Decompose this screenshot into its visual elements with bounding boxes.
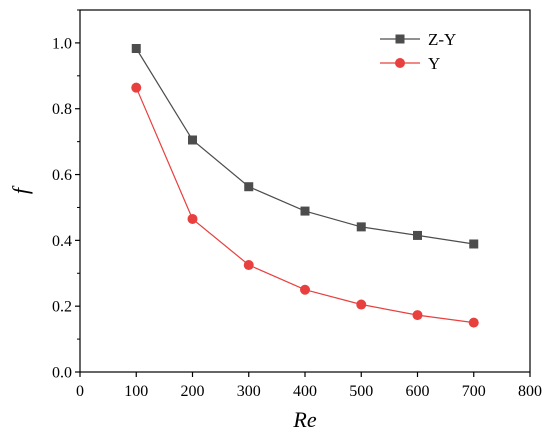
data-point-y bbox=[300, 284, 310, 295]
y-tick-label: 0.4 bbox=[52, 233, 72, 250]
x-tick-label: 400 bbox=[293, 383, 317, 400]
data-point-z-y bbox=[356, 222, 366, 232]
x-tick-label: 0 bbox=[76, 383, 84, 400]
data-point-z-y bbox=[244, 182, 254, 192]
y-tick-label: 0.2 bbox=[52, 299, 72, 316]
x-tick-label: 700 bbox=[462, 383, 486, 400]
data-point-y bbox=[412, 310, 423, 321]
x-tick-label: 200 bbox=[181, 383, 205, 400]
x-tick-label: 800 bbox=[518, 383, 542, 400]
data-point-z-y bbox=[469, 239, 479, 249]
data-point-y bbox=[131, 82, 142, 93]
legend-label-z-y: Z-Y bbox=[428, 30, 456, 49]
plot-area-frame bbox=[79, 9, 531, 373]
data-point-z-y bbox=[300, 206, 310, 216]
y-tick-label: 0.0 bbox=[52, 365, 72, 382]
chart-series bbox=[131, 44, 479, 328]
data-point-y bbox=[468, 317, 479, 328]
data-point-y bbox=[356, 299, 367, 310]
data-point-z-y bbox=[188, 135, 197, 145]
x-tick-label: 300 bbox=[237, 383, 261, 400]
data-point-z-y bbox=[131, 44, 141, 54]
x-axis-label: Re bbox=[292, 407, 316, 432]
legend-marker-y bbox=[395, 58, 405, 68]
axis-ticks: 0 100 200 300 400 500 600 700 800 0.0 0.2 0.4 0.6 0.8… bbox=[52, 9, 542, 400]
x-tick-label: 100 bbox=[124, 383, 148, 400]
legend-marker-z-y bbox=[395, 34, 405, 44]
legend: Z-Y Y bbox=[380, 30, 456, 73]
data-point-y bbox=[187, 213, 198, 224]
data-point-y bbox=[243, 260, 254, 271]
y-tick-label: 1.0 bbox=[52, 35, 72, 52]
x-tick-label: 600 bbox=[406, 383, 430, 400]
legend-label-y: Y bbox=[428, 54, 440, 73]
y-tick-label: 0.8 bbox=[52, 101, 72, 118]
data-point-z-y bbox=[413, 230, 422, 240]
y-tick-label: 0.6 bbox=[52, 167, 72, 184]
y-axis-label: f bbox=[8, 185, 33, 194]
x-tick-label: 500 bbox=[349, 383, 373, 400]
